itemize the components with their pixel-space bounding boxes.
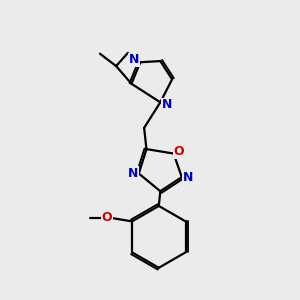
Text: N: N (182, 171, 193, 184)
Text: N: N (129, 53, 139, 66)
Text: N: N (128, 167, 138, 180)
Text: N: N (162, 98, 172, 111)
Text: O: O (102, 211, 112, 224)
Text: O: O (173, 145, 184, 158)
